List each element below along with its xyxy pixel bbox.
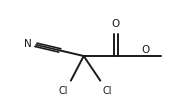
Text: Cl: Cl <box>103 86 112 96</box>
Text: Cl: Cl <box>59 86 68 96</box>
Text: O: O <box>112 19 120 29</box>
Text: N: N <box>24 39 32 49</box>
Text: O: O <box>141 45 149 55</box>
